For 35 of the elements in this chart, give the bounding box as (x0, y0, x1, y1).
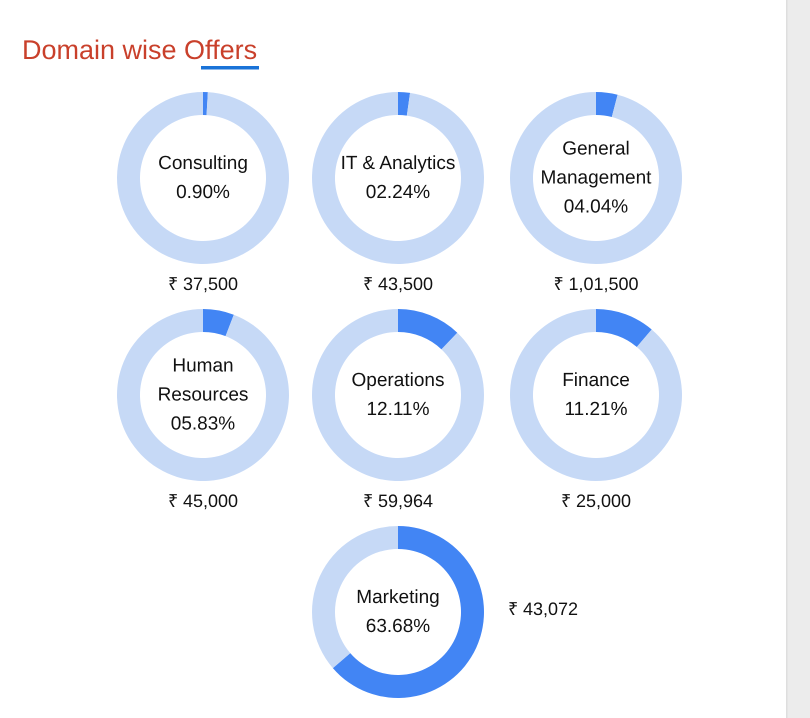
slice-label: IT & Analytics (340, 153, 456, 174)
slice-label: Consulting (158, 153, 248, 174)
data-label: 63.68% (366, 616, 430, 637)
text: ₹ 43,072 (508, 599, 578, 619)
donut-slice (117, 92, 289, 264)
slice-label: Human Resources (158, 356, 248, 406)
text: ₹ 43,500 (362, 274, 434, 294)
data-label: 02.24% (366, 182, 430, 203)
slice-label: Marketing (356, 587, 440, 608)
donut-slice (203, 309, 234, 336)
data-label: 12.11% (366, 399, 430, 420)
donut-slice (510, 92, 682, 264)
text: ₹ 1,01,500 (553, 274, 639, 294)
donut-slice (117, 309, 289, 481)
text: ₹ 45,000 (168, 491, 238, 511)
text: ₹ 37,500 (168, 274, 238, 294)
donut-slice (596, 309, 652, 347)
chart-title: Domain wise Offers (22, 35, 258, 65)
donut-slice (510, 309, 682, 481)
donut-slice (332, 526, 484, 698)
donut-slice (312, 92, 484, 264)
text: ₹ 25,000 (560, 491, 632, 511)
donut-slice (398, 92, 410, 116)
slice-label: General Management (540, 138, 652, 188)
slice-label: Operations (352, 370, 444, 391)
data-label: 04.04% (564, 196, 628, 218)
donut-slice (312, 309, 484, 481)
data-label: 11.21% (564, 399, 628, 420)
slice-label: Finance (562, 370, 630, 391)
donut-slice (398, 309, 458, 350)
text: ₹ 59,964 (362, 491, 434, 511)
data-label: 0.90% (176, 182, 230, 203)
donut-slice (203, 92, 208, 116)
donut-slice (596, 92, 618, 118)
data-label: 05.83% (170, 414, 236, 434)
